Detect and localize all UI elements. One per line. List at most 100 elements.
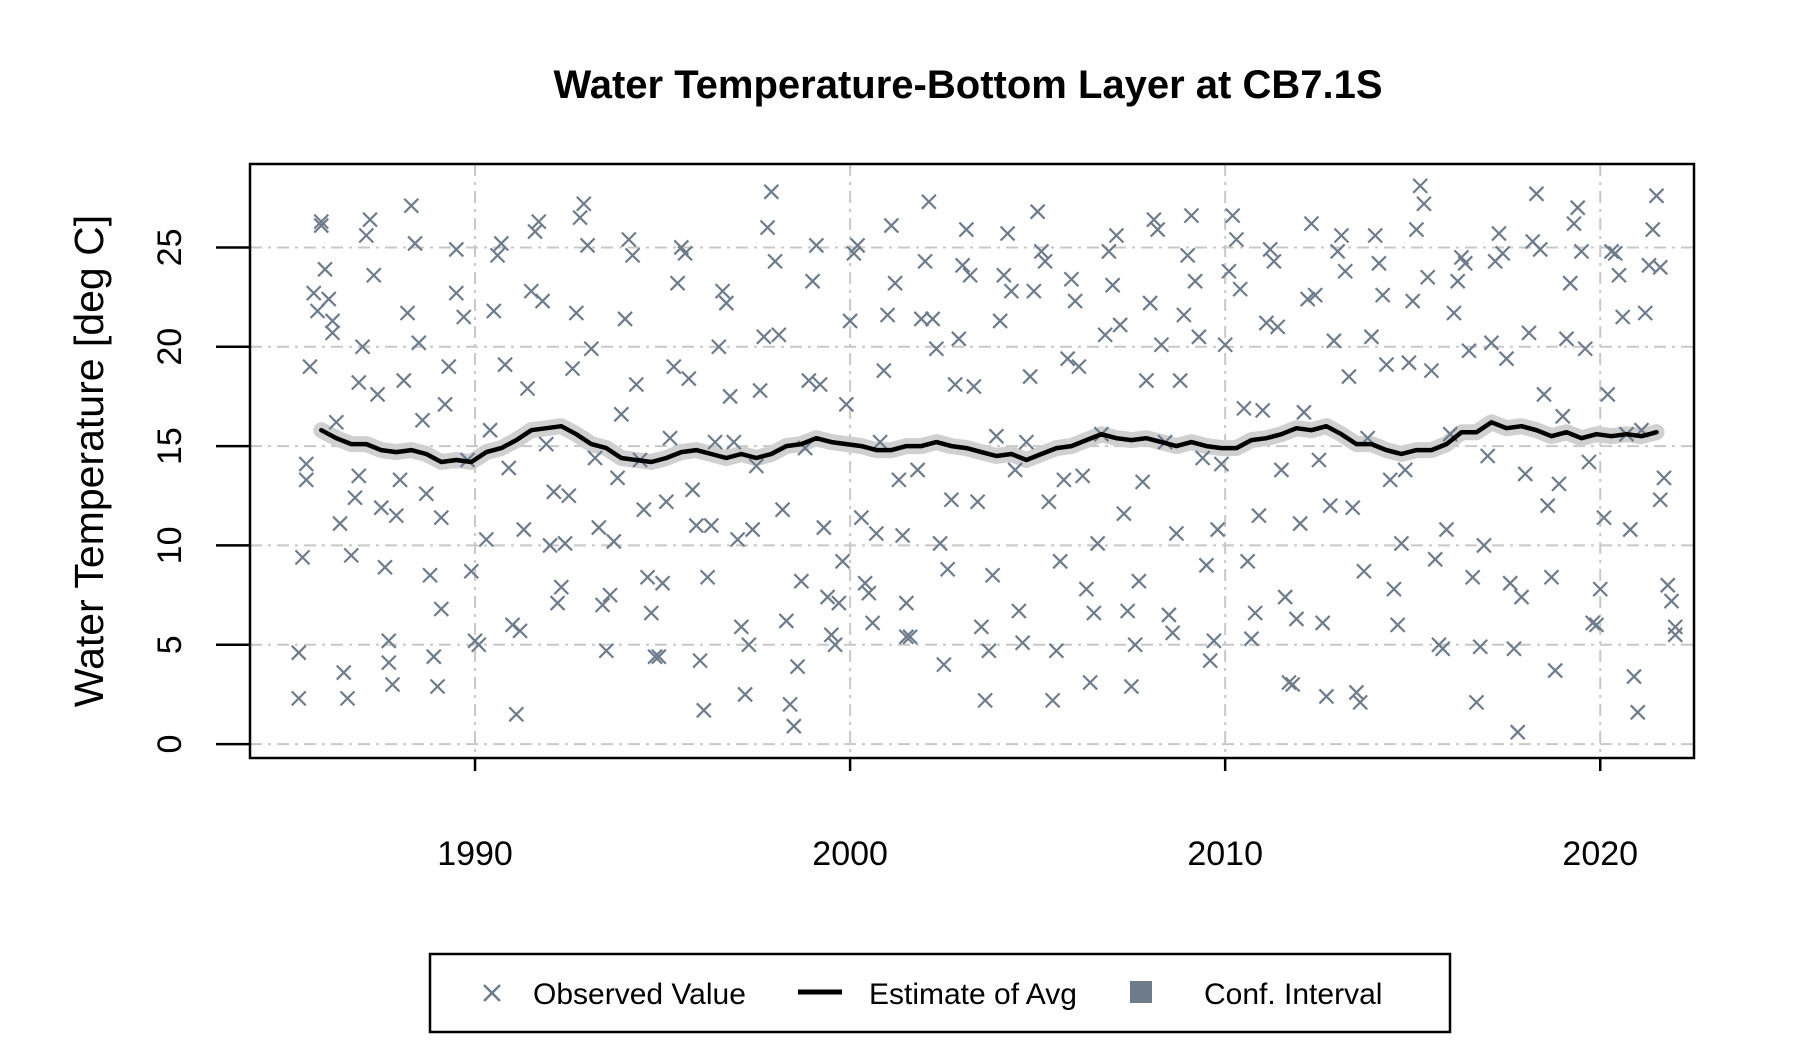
observed-point (1494, 245, 1511, 262)
observed-point (1659, 577, 1676, 593)
observed-point (861, 585, 877, 601)
observed-point (354, 338, 371, 355)
observed-point (617, 311, 633, 327)
observed-point (583, 340, 600, 357)
observed-point (433, 601, 450, 617)
observed-point (362, 211, 378, 228)
observed-point (767, 253, 783, 270)
observed-point (981, 642, 997, 659)
observed-point (696, 702, 712, 719)
observed-point (894, 527, 911, 544)
observed-point (1644, 221, 1661, 238)
observed-point (324, 313, 341, 329)
observed-point (801, 372, 817, 389)
observed-point (1104, 277, 1121, 293)
observed-point (1577, 340, 1594, 357)
observed-point (1581, 454, 1597, 470)
observed-point (714, 283, 731, 299)
observed-point (1566, 215, 1582, 232)
observed-point (568, 305, 585, 321)
observed-point (928, 340, 945, 357)
observed-point (1209, 521, 1226, 538)
observed-point (943, 491, 960, 508)
observed-point (842, 313, 858, 329)
observed-point (1112, 317, 1128, 333)
observed-point (1386, 581, 1402, 597)
observed-point (1067, 293, 1083, 309)
observed-point (1228, 231, 1245, 248)
observed-point (1517, 466, 1533, 482)
observed-point (954, 257, 971, 274)
observed-point (298, 456, 315, 472)
observed-point (1663, 593, 1680, 609)
observed-point (572, 209, 588, 226)
observed-point (598, 642, 615, 659)
observed-point (786, 718, 802, 734)
observed-point (587, 450, 603, 466)
y-tick-label: 20 (151, 328, 189, 366)
observed-point (422, 567, 438, 584)
observed-point (335, 664, 352, 681)
legend-ci-symbol (1130, 981, 1152, 1003)
observed-point (1187, 273, 1203, 289)
observed-point (579, 237, 596, 254)
estimate-line (319, 420, 1659, 465)
observed-point (1329, 243, 1346, 260)
observed-point (947, 376, 963, 393)
observed-point (1352, 694, 1368, 711)
observed-point (489, 247, 506, 264)
observed-point (395, 372, 412, 389)
observed-point (703, 517, 720, 534)
observed-point (1558, 331, 1575, 347)
observed-point (1416, 195, 1432, 212)
observed-point (1446, 305, 1462, 321)
observed-point (707, 434, 723, 450)
x-tick-label: 2010 (1187, 835, 1263, 873)
observed-point (1536, 386, 1552, 403)
observed-point (1269, 319, 1286, 335)
observed-point (433, 509, 450, 526)
observed-point (290, 690, 307, 707)
observed-point (1097, 327, 1113, 343)
x-tick-label: 2020 (1562, 835, 1638, 873)
observed-point (1464, 569, 1481, 585)
observed-point (1562, 275, 1579, 291)
observed-point (426, 648, 442, 665)
observed-point (1599, 386, 1616, 403)
observed-point (1033, 243, 1050, 260)
observed-point (350, 374, 367, 391)
observed-point (437, 396, 453, 413)
observed-point (902, 629, 918, 645)
observed-point (380, 633, 397, 649)
observed-point (763, 184, 780, 200)
observed-point (891, 472, 907, 488)
observed-point (1596, 509, 1612, 526)
observed-point (1202, 652, 1218, 669)
observed-point (1611, 267, 1627, 284)
observed-point (681, 370, 697, 387)
observed-point (1086, 605, 1102, 621)
observed-point (999, 225, 1016, 242)
observed-point (1003, 283, 1020, 299)
observed-point (1479, 448, 1496, 464)
observed-point (1127, 636, 1143, 653)
observed-point (621, 231, 637, 248)
observed-point (628, 376, 645, 393)
observed-point (932, 535, 948, 552)
observed-point (1592, 581, 1609, 597)
observed-point (1476, 537, 1492, 554)
axes: 1990 2000 2010 2020 0 5 10 15 20 25 (151, 229, 1638, 873)
observed-point (594, 597, 611, 613)
observed-point (456, 309, 472, 325)
observed-points (290, 178, 1684, 740)
observed-point (358, 227, 375, 244)
observed-point (876, 362, 892, 379)
observed-point (392, 472, 408, 488)
observed-point (1378, 356, 1395, 373)
observed-point (1543, 569, 1560, 585)
observed-point (1142, 295, 1158, 311)
y-tick-label: 10 (151, 527, 189, 565)
observed-point (726, 434, 742, 450)
legend-ci-label: Conf. Interval (1204, 978, 1382, 1011)
